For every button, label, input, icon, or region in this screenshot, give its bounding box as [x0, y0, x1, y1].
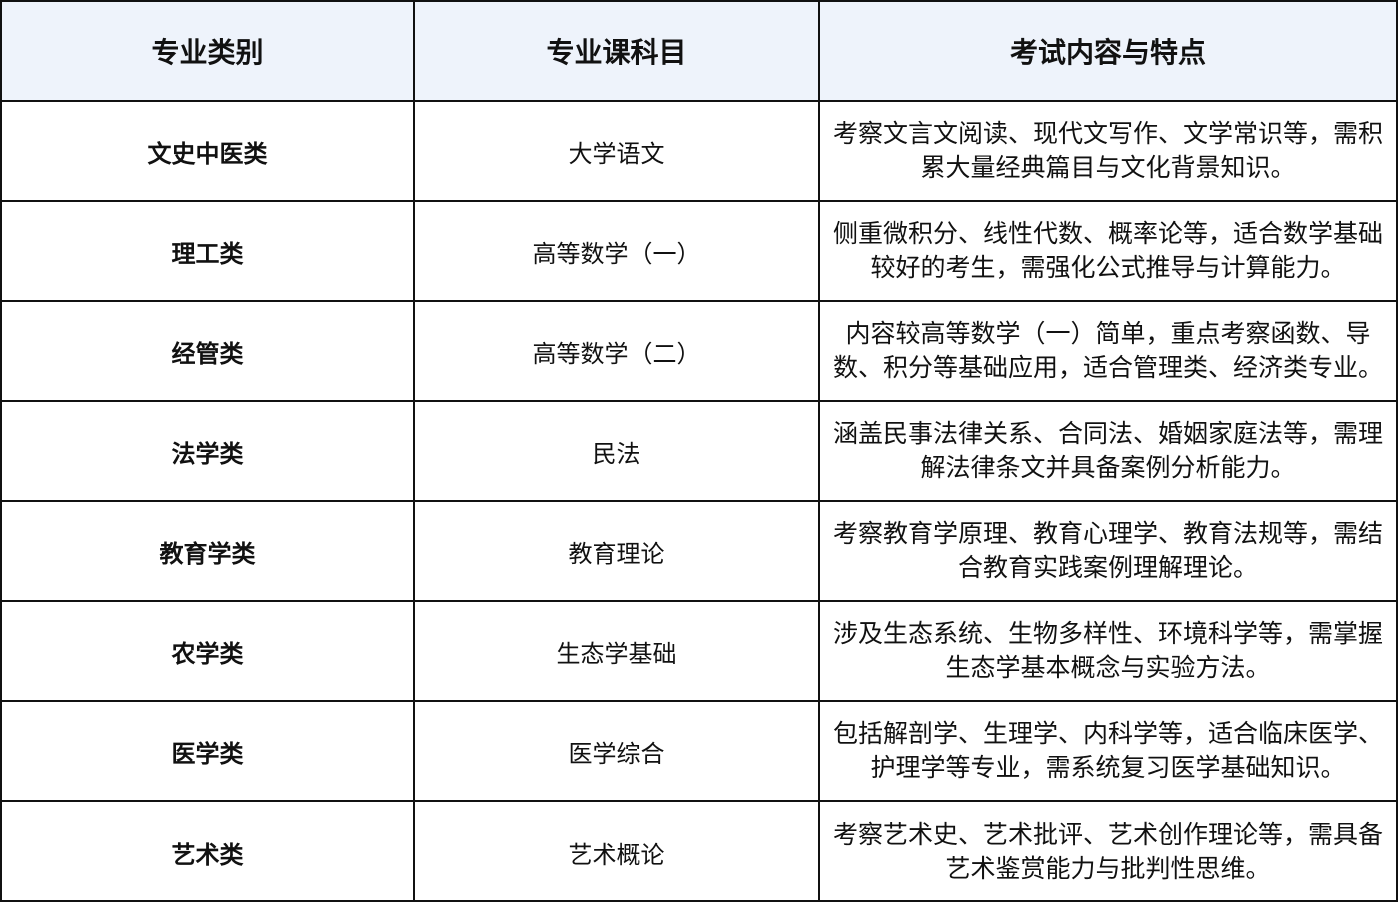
subject-cell: 生态学基础: [415, 602, 820, 702]
category-cell: 农学类: [2, 602, 415, 702]
content-cell-text: 内容较高等数学（一）简单，重点考察函数、导数、积分等基础应用，适合管理类、经济类…: [832, 319, 1383, 382]
category-cell-text: 文史中医类: [147, 139, 268, 168]
subject-cell-text: 生态学基础: [556, 639, 677, 668]
header-content: 考试内容与特点: [1009, 36, 1206, 69]
subject-cell: 民法: [415, 402, 820, 502]
content-cell: 考察艺术史、艺术批评、艺术创作理论等，需具备艺术鉴赏能力与批判性思维。: [820, 802, 1396, 902]
category-cell-text: 经管类: [171, 339, 244, 368]
subject-cell-text: 高等数学（一）: [532, 239, 701, 268]
content-cell-text: 考察文言文阅读、现代文写作、文学常识等，需积累大量经典篇目与文化背景知识。: [832, 119, 1383, 182]
category-cell: 法学类: [2, 402, 415, 502]
content-cell-text: 涵盖民事法律关系、合同法、婚姻家庭法等，需理解法律条文并具备案例分析能力。: [832, 419, 1383, 482]
subject-cell: 高等数学（二）: [415, 302, 820, 402]
content-cell: 涉及生态系统、生物多样性、环境科学等，需掌握生态学基本概念与实验方法。: [820, 602, 1396, 702]
category-cell: 医学类: [2, 702, 415, 802]
content-cell: 考察文言文阅读、现代文写作、文学常识等，需积累大量经典篇目与文化背景知识。: [820, 102, 1396, 202]
subject-cell-text: 高等数学（二）: [532, 339, 701, 368]
content-cell-text: 考察艺术史、艺术批评、艺术创作理论等，需具备艺术鉴赏能力与批判性思维。: [832, 820, 1383, 883]
content-cell: 涵盖民事法律关系、合同法、婚姻家庭法等，需理解法律条文并具备案例分析能力。: [820, 402, 1396, 502]
category-cell: 艺术类: [2, 802, 415, 902]
content-cell: 侧重微积分、线性代数、概率论等，适合数学基础较好的考生，需强化公式推导与计算能力…: [820, 202, 1396, 302]
header-subject: 专业课科目: [546, 36, 687, 69]
category-cell: 教育学类: [2, 502, 415, 602]
subject-cell-text: 艺术概论: [568, 840, 665, 869]
category-cell: 经管类: [2, 302, 415, 402]
category-cell-text: 教育学类: [159, 539, 256, 568]
category-cell-text: 艺术类: [171, 840, 244, 869]
content-cell-text: 涉及生态系统、生物多样性、环境科学等，需掌握生态学基本概念与实验方法。: [832, 619, 1383, 682]
content-cell: 内容较高等数学（一）简单，重点考察函数、导数、积分等基础应用，适合管理类、经济类…: [820, 302, 1396, 402]
subject-cell: 大学语文: [415, 102, 820, 202]
category-cell-text: 农学类: [171, 639, 244, 668]
subject-cell: 艺术概论: [415, 802, 820, 902]
content-cell: 考察教育学原理、教育心理学、教育法规等，需结合教育实践案例理解理论。: [820, 502, 1396, 602]
subject-cell-text: 大学语文: [568, 139, 665, 168]
header-cell: 专业课科目: [415, 2, 820, 102]
content-cell-text: 考察教育学原理、教育心理学、教育法规等，需结合教育实践案例理解理论。: [832, 519, 1383, 582]
category-cell-text: 医学类: [171, 739, 244, 768]
header-category: 专业类别: [151, 36, 264, 69]
content-cell-text: 包括解剖学、生理学、内科学等，适合临床医学、护理学等专业，需系统复习医学基础知识…: [832, 719, 1383, 782]
subject-cell: 医学综合: [415, 702, 820, 802]
category-cell: 理工类: [2, 202, 415, 302]
subject-cell: 教育理论: [415, 502, 820, 602]
subject-cell-text: 医学综合: [568, 739, 665, 768]
subject-cell-text: 教育理论: [568, 539, 665, 568]
subject-cell: 高等数学（一）: [415, 202, 820, 302]
category-cell: 文史中医类: [2, 102, 415, 202]
content-cell-text: 侧重微积分、线性代数、概率论等，适合数学基础较好的考生，需强化公式推导与计算能力…: [832, 219, 1383, 282]
header-cell: 考试内容与特点: [820, 2, 1396, 102]
category-cell-text: 法学类: [171, 439, 244, 468]
subject-cell-text: 民法: [592, 439, 641, 468]
content-cell: 包括解剖学、生理学、内科学等，适合临床医学、护理学等专业，需系统复习医学基础知识…: [820, 702, 1396, 802]
category-cell-text: 理工类: [171, 239, 244, 268]
header-cell: 专业类别: [2, 2, 415, 102]
